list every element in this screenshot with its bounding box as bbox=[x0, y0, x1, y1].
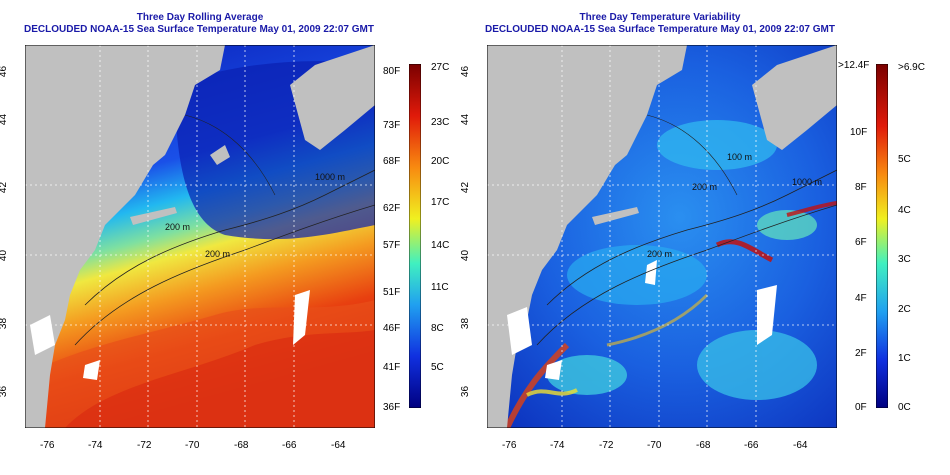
cb-c-label: 5C bbox=[431, 362, 444, 373]
cb-c-label: 1C bbox=[898, 353, 911, 364]
x-tick: -74 bbox=[88, 440, 103, 451]
y-tick: 44 bbox=[460, 113, 472, 126]
cb-c-label: 4C bbox=[898, 205, 911, 216]
x-tick: -64 bbox=[331, 440, 346, 451]
cb-f-label: >12.4F bbox=[838, 60, 870, 71]
cb-c-label: 5C bbox=[898, 154, 911, 165]
right-variability-map: 100 m 200 m 1000 m 200 m bbox=[487, 45, 837, 428]
cb-f-label: 41F bbox=[383, 362, 401, 373]
cb-c-label: 8C bbox=[431, 323, 444, 334]
y-tick: 42 bbox=[460, 181, 472, 194]
right-colorbar bbox=[876, 64, 888, 408]
x-tick: -68 bbox=[234, 440, 249, 451]
y-tick: 40 bbox=[0, 249, 10, 262]
left-sst-map: 200 m 200 m 1000 m bbox=[25, 45, 375, 428]
x-tick: -68 bbox=[696, 440, 711, 451]
x-tick: -74 bbox=[550, 440, 565, 451]
x-tick: -70 bbox=[185, 440, 200, 451]
y-tick: 42 bbox=[0, 181, 10, 194]
x-tick: -72 bbox=[599, 440, 614, 451]
x-tick: -66 bbox=[282, 440, 297, 451]
y-tick: 46 bbox=[460, 65, 472, 78]
left-colorbar bbox=[409, 64, 421, 408]
cb-f-label: 80F bbox=[383, 66, 401, 77]
cb-f-label: 46F bbox=[383, 323, 401, 334]
cb-f-label: 68F bbox=[383, 156, 401, 167]
cb-c-label: 3C bbox=[898, 254, 911, 265]
y-tick: 40 bbox=[460, 249, 472, 262]
contour-label: 200 m bbox=[165, 222, 190, 232]
x-tick: -66 bbox=[744, 440, 759, 451]
cb-c-label: 11C bbox=[431, 282, 449, 293]
left-map-subtitle: DECLOUDED NOAA-15 Sea Surface Temperatur… bbox=[24, 24, 374, 35]
x-tick: -72 bbox=[137, 440, 152, 451]
right-map-subtitle: DECLOUDED NOAA-15 Sea Surface Temperatur… bbox=[485, 24, 835, 35]
x-tick: -70 bbox=[647, 440, 662, 451]
cb-c-label: 2C bbox=[898, 304, 911, 315]
contour-label: 1000 m bbox=[315, 172, 345, 182]
cb-f-label: 57F bbox=[383, 240, 401, 251]
cb-f-label: 2F bbox=[855, 348, 867, 359]
cb-f-label: 10F bbox=[850, 127, 868, 138]
contour-label: 1000 m bbox=[792, 177, 822, 187]
x-tick: -76 bbox=[502, 440, 517, 451]
y-tick: 36 bbox=[0, 385, 10, 398]
y-tick: 38 bbox=[460, 317, 472, 330]
cb-f-label: 62F bbox=[383, 203, 401, 214]
right-map-title: Three Day Temperature Variability bbox=[579, 12, 741, 23]
cb-f-label: 73F bbox=[383, 120, 401, 131]
y-tick: 36 bbox=[460, 385, 472, 398]
left-map-title: Three Day Rolling Average bbox=[136, 12, 264, 23]
contour-label: 200 m bbox=[692, 182, 717, 192]
cb-f-label: 51F bbox=[383, 287, 401, 298]
cb-f-label: 8F bbox=[855, 182, 867, 193]
cb-c-label: 20C bbox=[431, 156, 450, 167]
cb-f-label: 6F bbox=[855, 237, 867, 248]
x-tick: -64 bbox=[793, 440, 808, 451]
contour-label: 200 m bbox=[647, 249, 672, 259]
y-tick: 44 bbox=[0, 113, 10, 126]
contour-label: 100 m bbox=[727, 152, 752, 162]
cb-c-label: 14C bbox=[431, 240, 450, 251]
land-mass bbox=[25, 45, 225, 428]
y-tick: 46 bbox=[0, 65, 10, 78]
cb-f-label: 36F bbox=[383, 402, 401, 413]
cb-f-label: 0F bbox=[855, 402, 867, 413]
cb-c-label: >6.9C bbox=[898, 62, 925, 73]
x-tick: -76 bbox=[40, 440, 55, 451]
y-tick: 38 bbox=[0, 317, 10, 330]
cb-c-label: 17C bbox=[431, 197, 450, 208]
cb-c-label: 27C bbox=[431, 62, 450, 73]
contour-label: 200 m bbox=[205, 249, 230, 259]
cb-f-label: 4F bbox=[855, 293, 867, 304]
cb-c-label: 0C bbox=[898, 402, 911, 413]
cb-c-label: 23C bbox=[431, 117, 450, 128]
